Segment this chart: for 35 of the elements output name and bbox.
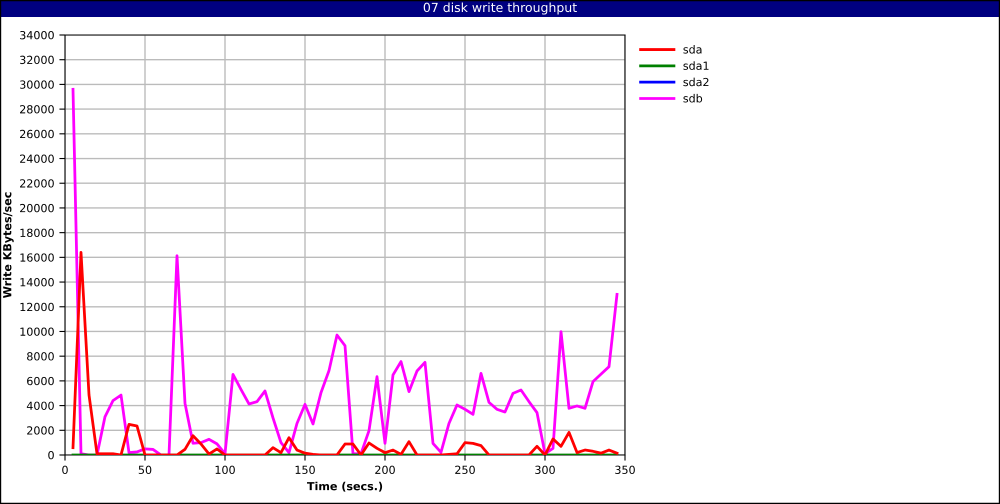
y-tick-label: 14000 xyxy=(20,278,54,286)
legend-label: sda1 xyxy=(683,61,709,70)
legend-label: sdb xyxy=(683,94,702,103)
line-series xyxy=(72,251,618,455)
y-tick-label: 4000 xyxy=(26,402,54,410)
legend-label: sda xyxy=(683,45,702,54)
x-tick-label: 50 xyxy=(138,466,152,474)
legend-label: sda2 xyxy=(683,78,708,86)
y-tick-label: 22000 xyxy=(20,179,54,188)
y-tick-label: 8000 xyxy=(27,352,54,361)
y-tick-label: 2000 xyxy=(27,426,54,435)
y-tick-label: 10000 xyxy=(20,327,54,336)
y-tick-label: 30000 xyxy=(20,80,54,89)
y-tick-label: 24000 xyxy=(20,154,54,163)
y-tick-label: 6000 xyxy=(27,376,54,386)
y-tick-label: 34000 xyxy=(20,30,54,40)
x-tick-label: 250 xyxy=(455,466,475,474)
y-tick-label: 32000 xyxy=(20,56,54,64)
y-tick-label: 26000 xyxy=(20,130,54,138)
chart-title: 07 disk write throughput xyxy=(424,2,577,15)
x-tick-label: 100 xyxy=(216,466,235,474)
x-tick-label: 200 xyxy=(375,466,395,474)
y-tick-label: 0 xyxy=(48,450,54,460)
y-tick-label: 12000 xyxy=(20,302,54,312)
line-series xyxy=(72,88,618,455)
x-tick-label: 350 xyxy=(615,466,635,474)
y-tick-label: 28000 xyxy=(20,105,54,114)
x-tick-label: 300 xyxy=(535,466,555,474)
y-axis-title: Write KBytes/sec xyxy=(2,192,14,298)
y-tick-label: 18000 xyxy=(20,228,54,238)
x-tick-label: 150 xyxy=(296,466,315,474)
y-tick-label: 20000 xyxy=(20,204,54,212)
x-axis-title: Time (secs.) xyxy=(307,482,382,492)
x-tick-label: 0 xyxy=(62,466,68,474)
y-tick-label: 16000 xyxy=(20,253,54,262)
